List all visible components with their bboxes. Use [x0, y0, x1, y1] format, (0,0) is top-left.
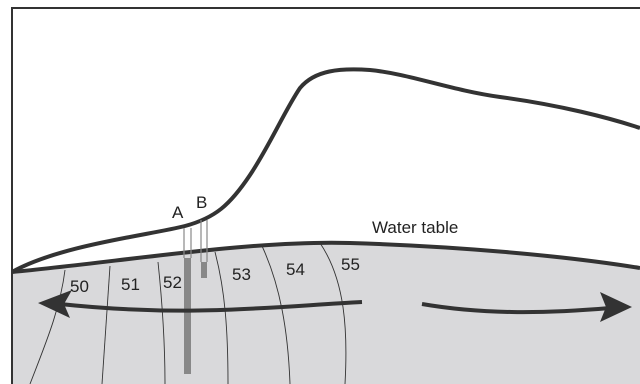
contour-label: 53: [232, 265, 251, 284]
contour-label: 54: [286, 260, 305, 279]
contour-label: 51: [121, 275, 140, 294]
contour-label: 52: [163, 273, 182, 292]
well-label: B: [196, 193, 207, 212]
contour-label: 55: [341, 255, 360, 274]
water-table-label: Water table: [372, 218, 458, 237]
well-label: A: [172, 203, 184, 222]
diagram: A B Water table 50 51 52 53 54 55: [0, 0, 640, 384]
contour-label: 50: [70, 277, 89, 296]
well-a: [184, 228, 191, 374]
